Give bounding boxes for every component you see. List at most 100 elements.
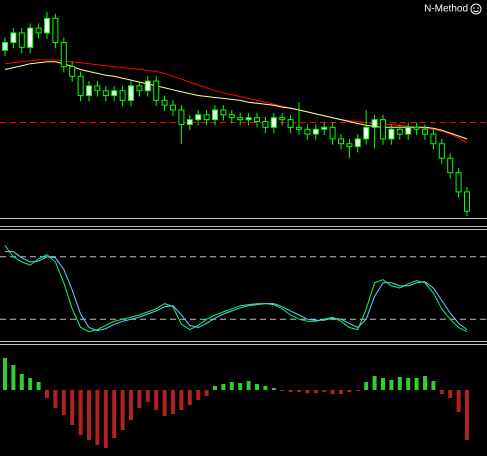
candle-body <box>270 117 277 128</box>
candle-body <box>69 66 76 77</box>
candle-body <box>220 109 227 116</box>
histogram-bar <box>414 378 419 390</box>
histogram-bar <box>129 390 133 420</box>
histogram-bar <box>271 388 276 390</box>
candle-body <box>144 80 151 92</box>
histogram-bar <box>305 390 310 393</box>
candle-body <box>170 104 176 111</box>
candle-body <box>77 75 84 97</box>
histogram-bar <box>204 390 209 396</box>
indicator-title: N-Method <box>424 4 468 15</box>
histogram-bar <box>45 390 49 398</box>
candle-body <box>438 143 445 159</box>
histogram-bar <box>263 386 268 390</box>
candle-body <box>354 138 361 148</box>
candle-body <box>312 128 319 135</box>
histogram-bar <box>145 390 150 402</box>
candle-body <box>388 128 395 140</box>
candle-body <box>86 85 92 97</box>
histogram-bar <box>61 390 66 415</box>
candle-body <box>212 109 218 121</box>
candle-body <box>44 17 50 34</box>
histogram-bar <box>406 378 411 390</box>
oscillator-line <box>5 251 468 332</box>
histogram-bar <box>347 390 352 392</box>
candle-body <box>178 109 185 125</box>
histogram-bar <box>431 381 436 390</box>
candle-body <box>396 128 403 135</box>
histogram-bar <box>112 390 117 438</box>
histogram-bar <box>439 390 444 394</box>
histogram-bar <box>330 390 335 394</box>
histogram-bar <box>238 383 243 390</box>
histogram-bar <box>53 390 58 408</box>
candle-body <box>203 114 210 121</box>
histogram-bar <box>339 390 343 394</box>
histogram-bar <box>154 390 159 410</box>
histogram-bar <box>297 390 301 392</box>
candle-body <box>119 90 126 101</box>
candle-body <box>128 85 134 101</box>
histogram-bar <box>137 390 142 408</box>
histogram-bar <box>397 377 402 390</box>
candle-body <box>296 126 302 130</box>
histogram-bar <box>381 378 385 390</box>
candle-body <box>321 126 328 130</box>
histogram-bar <box>11 365 16 390</box>
histogram-bar <box>179 390 184 410</box>
candle-body <box>329 126 336 140</box>
histogram-bar <box>120 390 125 430</box>
histogram-bar <box>280 390 285 391</box>
histogram-bar <box>465 390 469 440</box>
histogram-bar <box>246 381 251 390</box>
histogram-bar <box>28 378 33 390</box>
histogram-bar <box>103 390 108 448</box>
histogram-bar <box>19 374 24 390</box>
histogram-bar <box>322 390 327 392</box>
candle-body <box>380 119 386 140</box>
histogram-bar <box>372 376 377 390</box>
candle-body <box>153 80 160 101</box>
histogram-bar <box>3 358 7 390</box>
histogram-bar <box>213 386 217 390</box>
candle-body <box>245 117 252 121</box>
histogram-bar <box>423 376 427 390</box>
histogram-bar <box>364 382 369 390</box>
candle-body <box>430 133 437 145</box>
candle-body <box>102 90 109 97</box>
candle-body <box>338 138 344 145</box>
histogram-bar <box>70 390 75 425</box>
histogram-bar <box>448 390 453 398</box>
candle-body <box>228 114 235 119</box>
candle-body <box>254 117 260 123</box>
histogram-bar <box>456 390 461 412</box>
candle-body <box>279 117 286 121</box>
histogram-bar <box>196 390 201 400</box>
candle-body <box>2 42 8 51</box>
histogram-bar <box>187 390 192 405</box>
candle-body <box>455 172 462 193</box>
histogram-bar <box>389 380 394 390</box>
histogram-bar <box>313 390 318 393</box>
histogram-bar <box>78 390 83 435</box>
candle-body <box>363 126 370 140</box>
candle-body <box>304 128 311 135</box>
candle-body <box>422 128 428 135</box>
moving-average <box>4 59 468 144</box>
candle-body <box>18 32 25 48</box>
histogram-bar <box>255 384 259 390</box>
histogram-bar <box>36 382 41 390</box>
histogram-bar <box>95 390 100 445</box>
smiley-icon <box>470 3 482 15</box>
candle-body <box>371 119 378 128</box>
histogram-bar <box>87 390 91 440</box>
candle-body <box>60 42 67 68</box>
histogram-bar <box>355 390 360 391</box>
histogram-bar <box>229 382 234 390</box>
moving-average <box>4 61 468 140</box>
candle-body <box>237 117 244 121</box>
candle-body <box>136 85 143 92</box>
candle-body <box>186 119 193 125</box>
candle-body <box>262 121 269 128</box>
